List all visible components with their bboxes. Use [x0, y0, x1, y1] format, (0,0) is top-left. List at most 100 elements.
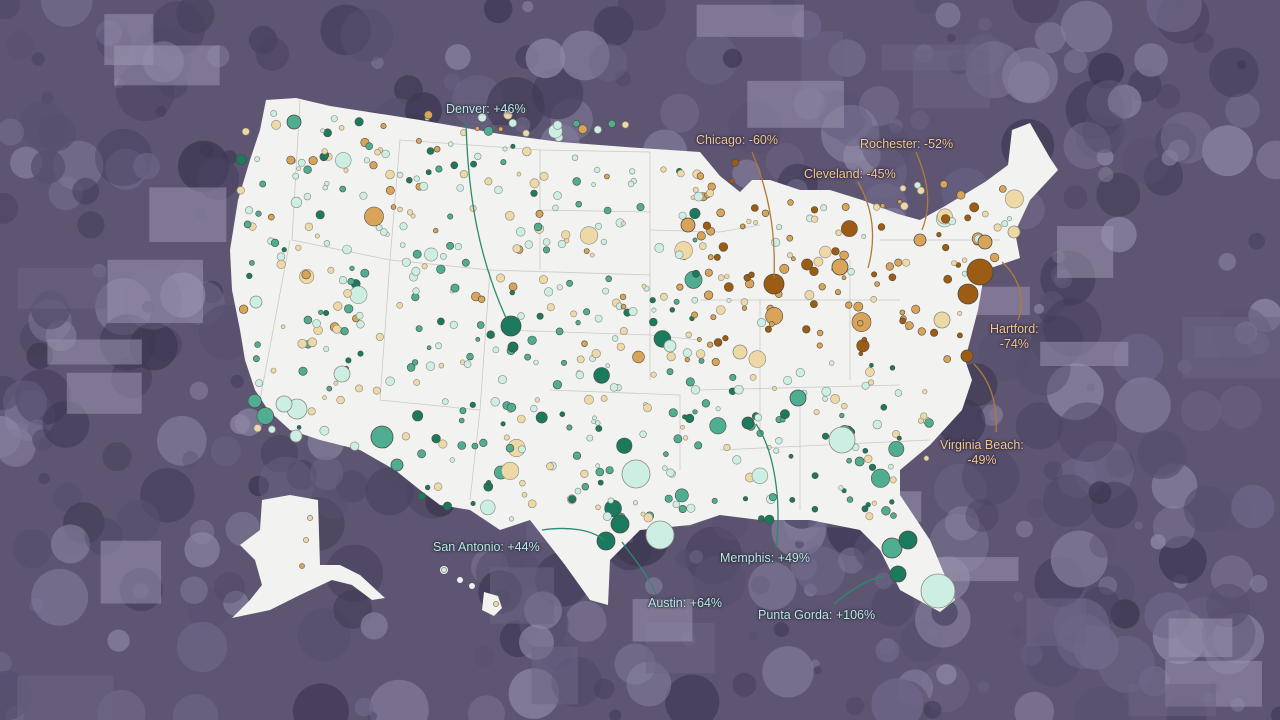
city-dot	[503, 434, 510, 441]
city-dot	[425, 169, 432, 176]
background-texture	[775, 623, 790, 637]
city-dot	[527, 499, 537, 509]
city-dot	[522, 146, 532, 157]
city-dot	[295, 244, 302, 251]
state-border	[489, 269, 651, 276]
city-dot	[894, 258, 903, 267]
city-dot	[923, 455, 930, 462]
city-dot	[854, 456, 865, 467]
city-dot	[591, 182, 596, 187]
city-dot	[500, 159, 507, 166]
city-dot	[702, 221, 712, 230]
city-dot	[813, 256, 824, 267]
city-dot-major	[789, 389, 807, 407]
city-dot	[560, 359, 567, 366]
city-dot-major	[898, 530, 918, 550]
background-texture	[1183, 485, 1231, 533]
city-dot	[611, 335, 619, 342]
city-dot-major	[596, 531, 616, 551]
city-dot	[779, 263, 790, 274]
city-dot	[412, 410, 424, 422]
city-dot	[845, 301, 853, 309]
background-texture	[1249, 574, 1268, 593]
city-dot	[425, 484, 431, 491]
city-dot	[557, 239, 567, 249]
city-dot	[281, 247, 287, 253]
background-texture	[1025, 498, 1046, 519]
city-dot	[726, 297, 732, 303]
city-dot	[822, 395, 828, 402]
city-dot	[561, 230, 571, 240]
city-dot	[575, 201, 582, 208]
background-texture	[1047, 661, 1064, 677]
city-dot	[301, 270, 311, 280]
city-dot	[694, 441, 703, 450]
city-dot	[818, 283, 826, 291]
city-dot	[810, 215, 819, 223]
city-dot	[841, 275, 847, 281]
leader-line-cleveland	[857, 181, 874, 269]
background-texture	[255, 37, 289, 71]
city-dot	[889, 499, 895, 505]
city-dot	[536, 312, 544, 320]
background-texture	[260, 434, 299, 473]
background-texture	[31, 52, 45, 66]
leader-line-rochester	[915, 151, 929, 231]
city-dot	[841, 488, 847, 494]
city-dot	[780, 409, 790, 420]
city-dot	[930, 328, 939, 337]
city-dot	[235, 154, 247, 166]
city-dot	[951, 260, 957, 266]
city-dot	[619, 293, 627, 301]
leader-line-punta-gorda	[833, 575, 885, 605]
city-dot	[586, 434, 594, 442]
city-dot	[425, 361, 436, 371]
city-dot	[374, 149, 381, 156]
city-dot	[811, 472, 819, 479]
city-dot	[580, 469, 589, 479]
city-dot	[711, 497, 718, 504]
background-texture	[1158, 535, 1207, 584]
city-dot	[411, 266, 421, 276]
city-dot	[591, 419, 596, 425]
city-dot	[417, 449, 426, 459]
city-dot	[715, 406, 721, 412]
background-texture	[72, 177, 100, 205]
city-dot	[897, 199, 903, 205]
city-dot	[809, 266, 819, 277]
city-dot	[831, 247, 840, 256]
city-dot	[993, 223, 1002, 232]
city-dot	[276, 252, 286, 261]
background-texture	[532, 67, 584, 120]
city-dot	[839, 412, 845, 419]
city-dot	[574, 487, 582, 495]
city-dot	[802, 325, 811, 334]
city-dot-major	[370, 425, 394, 449]
background-texture	[946, 33, 956, 43]
city-dot	[704, 268, 713, 277]
background-texture	[0, 428, 36, 467]
city-dot	[469, 401, 476, 408]
city-dot-major	[741, 416, 755, 430]
city-dot	[413, 379, 421, 386]
city-dot-major	[957, 283, 979, 305]
background-texture	[2, 380, 47, 425]
city-dot	[872, 419, 882, 430]
city-dot	[449, 457, 455, 463]
city-dot	[426, 345, 432, 351]
background-texture	[693, 555, 746, 608]
city-dot	[556, 284, 563, 291]
city-dot	[723, 443, 731, 452]
city-dot	[956, 190, 966, 200]
background-texture	[1043, 474, 1096, 527]
city-dot	[247, 393, 262, 408]
city-dot	[516, 414, 526, 424]
city-dot	[669, 307, 675, 313]
background-roof	[66, 372, 142, 414]
background-texture	[286, 459, 317, 491]
city-dot	[594, 314, 603, 323]
city-dot	[749, 373, 757, 381]
city-dot	[924, 418, 934, 428]
city-dot	[869, 362, 874, 368]
city-dot	[320, 128, 325, 133]
